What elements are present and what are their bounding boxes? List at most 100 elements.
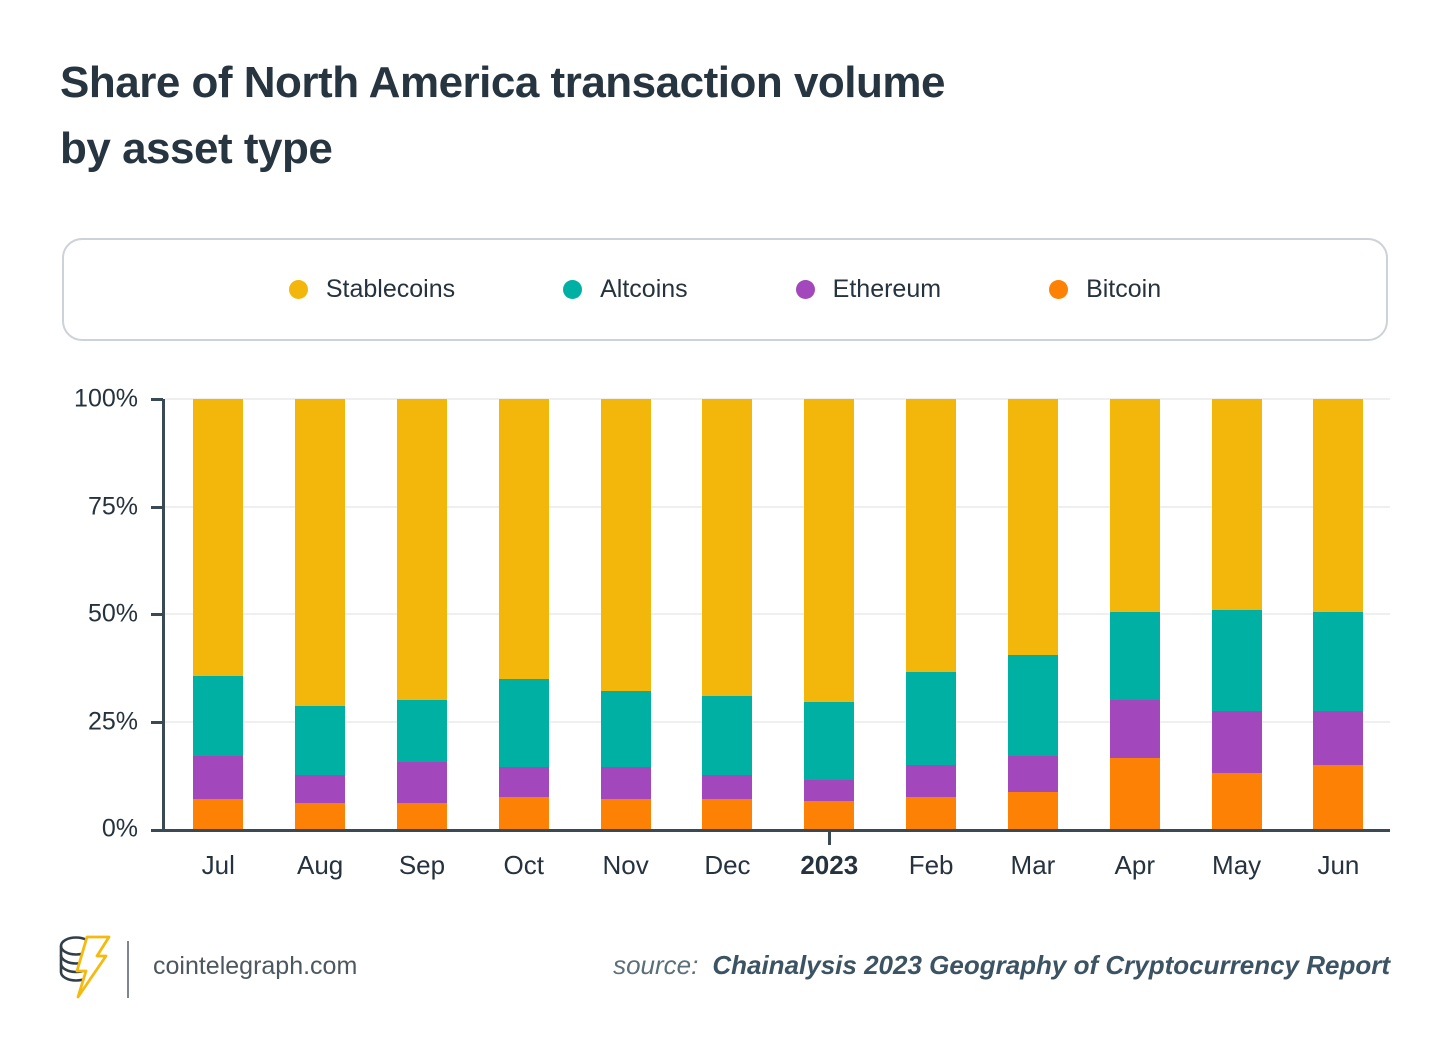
bar-jul (193, 399, 244, 829)
segment-bitcoin-feb (906, 796, 957, 829)
y-axis-labels: 0% 25% 50% 75% 100% (30, 385, 138, 843)
segment-ethereum-dec (702, 775, 753, 799)
segment-altcoins-apr (1109, 611, 1160, 701)
legend-item-altcoins: Altcoins (563, 275, 688, 304)
segment-ethereum-mar (1007, 755, 1058, 793)
chart-legend: Stablecoins Altcoins Ethereum Bitcoin (62, 238, 1388, 341)
legend-label: Bitcoin (1086, 275, 1162, 303)
x-axis-label-sep: Sep (398, 850, 446, 880)
footer-source: source: Chainalysis 2023 Geography of Cry… (613, 950, 1390, 981)
segment-altcoins-mar (1007, 654, 1058, 756)
y-axis-tick-label: 50% (87, 599, 138, 628)
bar-apr (1109, 399, 1160, 829)
bar-nov (600, 399, 651, 829)
gridline-100 (165, 398, 1390, 400)
segment-bitcoin-mar (1007, 792, 1058, 829)
x-axis-tick-2023 (827, 832, 831, 845)
segment-ethereum-feb (906, 764, 957, 797)
segment-ethereum-sep (396, 762, 447, 804)
gridline-50 (165, 613, 1390, 615)
legend-label: Stablecoins (325, 275, 456, 303)
segment-ethereum-apr (1109, 700, 1160, 759)
segment-stablecoins-dec (702, 399, 753, 696)
bar-2023 (804, 399, 855, 829)
segment-altcoins-nov (600, 691, 651, 767)
legend-dot-bitcoin (1049, 280, 1069, 299)
segment-bitcoin-nov (600, 798, 651, 829)
y-axis-line (162, 399, 165, 829)
x-axis-label-oct: Oct (503, 850, 545, 880)
segment-altcoins-feb (906, 672, 957, 765)
segment-stablecoins-feb (906, 399, 957, 673)
source-text: Chainalysis 2023 Geography of Cryptocurr… (712, 950, 1390, 980)
x-axis-label-may: May (1212, 850, 1262, 880)
stacked-bar-plot (151, 398, 1390, 845)
source-label: source: (613, 950, 699, 980)
bar-may (1211, 399, 1262, 829)
x-axis-label-feb: Feb (908, 850, 954, 880)
x-axis-label-aug: Aug (296, 850, 344, 880)
segment-stablecoins-jun (1313, 399, 1364, 612)
segment-bitcoin-dec (702, 798, 753, 829)
segment-ethereum-aug (295, 775, 346, 804)
segment-altcoins-2023 (804, 702, 855, 780)
segment-ethereum-2023 (804, 779, 855, 802)
segment-stablecoins-aug (295, 399, 346, 707)
segment-stablecoins-mar (1007, 399, 1058, 655)
segment-bitcoin-apr (1109, 758, 1160, 829)
segment-ethereum-nov (600, 766, 651, 799)
segment-bitcoin-may (1211, 773, 1262, 829)
legend-dot-ethereum (795, 280, 815, 299)
bar-sep (396, 399, 447, 829)
segment-ethereum-oct (498, 766, 549, 797)
x-axis-label-apr: Apr (1114, 850, 1155, 880)
segment-ethereum-jun (1313, 710, 1364, 765)
segment-altcoins-may (1211, 609, 1262, 711)
bar-oct (498, 399, 549, 829)
y-axis-tick-label: 0% (101, 814, 138, 843)
segment-bitcoin-2023 (804, 801, 855, 829)
legend-item-stablecoins: Stablecoins (288, 275, 456, 304)
x-axis-label-jun: Jun (1317, 850, 1360, 880)
page-title-line1: Share of North America transaction volum… (60, 58, 945, 107)
segment-bitcoin-sep (396, 803, 447, 829)
x-axis-label-mar: Mar (1010, 850, 1056, 880)
y-axis-tick (151, 398, 163, 401)
y-axis-tick (151, 720, 163, 724)
gridline-75 (165, 505, 1390, 508)
legend-dot-stablecoins (288, 280, 308, 299)
legend-label: Altcoins (600, 275, 688, 303)
legend-label: Ethereum (832, 275, 942, 303)
y-axis-tick (151, 505, 163, 509)
lightning-bolt-icon (75, 935, 111, 999)
x-axis-label-nov: Nov (602, 850, 649, 880)
y-axis-tick-label: 100% (74, 384, 138, 413)
cointelegraph-logo-icon (59, 935, 111, 999)
segment-stablecoins-jul (193, 399, 244, 677)
bar-mar (1007, 399, 1058, 829)
x-axis-line (151, 829, 1390, 832)
segment-stablecoins-may (1211, 399, 1262, 610)
segment-altcoins-dec (702, 695, 753, 776)
y-axis-tick-label: 75% (87, 492, 138, 520)
segment-stablecoins-sep (396, 399, 447, 701)
y-axis-tick (151, 613, 163, 616)
segment-altcoins-jun (1313, 611, 1364, 711)
segment-ethereum-jul (193, 755, 244, 799)
segment-stablecoins-oct (498, 399, 549, 679)
segment-stablecoins-apr (1109, 399, 1160, 612)
footer-divider (127, 941, 129, 998)
segment-altcoins-sep (396, 700, 447, 763)
segment-altcoins-jul (193, 676, 244, 756)
page-title: Share of North America transaction volum… (60, 50, 945, 182)
segment-ethereum-may (1211, 710, 1262, 774)
page-title-line2: by asset type (60, 124, 333, 173)
x-axis-label-jul: Jul (201, 850, 235, 880)
x-axis-label-dec: Dec (704, 850, 751, 880)
footer-site-text: cointelegraph.com (153, 952, 358, 980)
x-axis-label-2023: 2023 (800, 850, 859, 880)
y-axis-tick-label: 25% (87, 707, 138, 735)
segment-altcoins-aug (295, 706, 346, 776)
legend-item-bitcoin: Bitcoin (1049, 275, 1161, 304)
